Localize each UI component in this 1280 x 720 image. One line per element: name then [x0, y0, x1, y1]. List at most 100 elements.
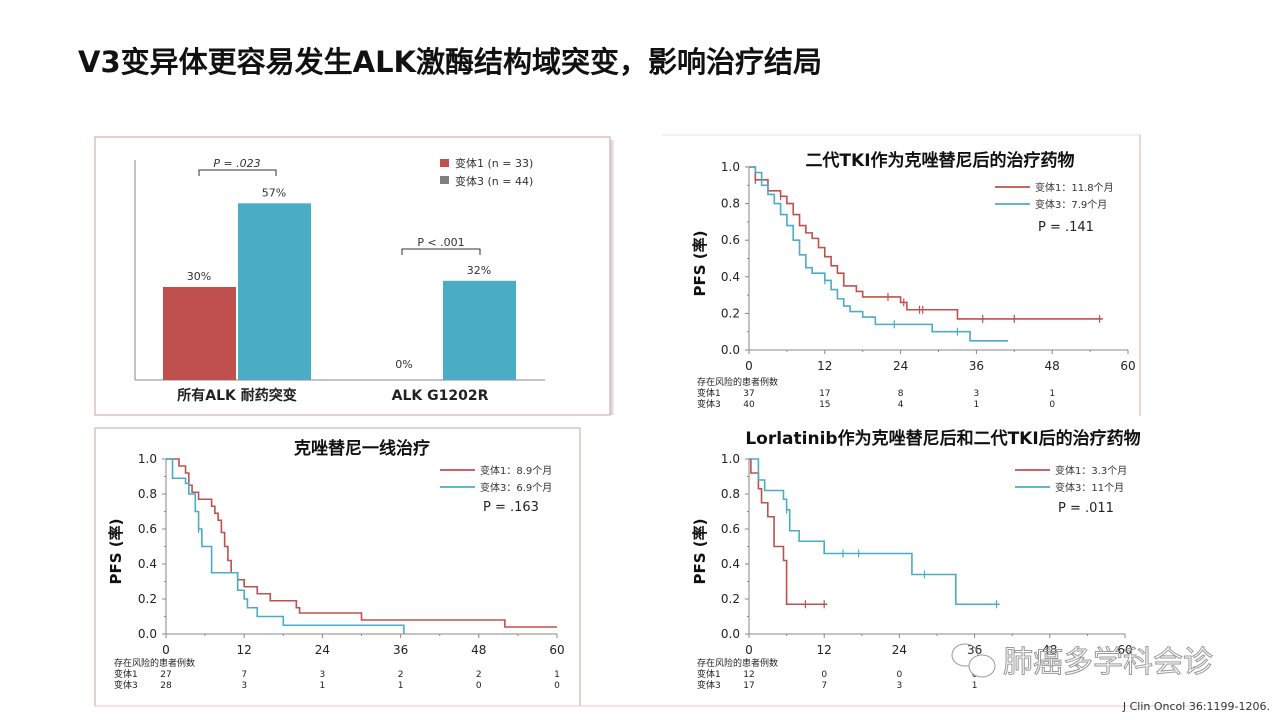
slide-title: V3变异体更容易发生ALK激酶结构域突变，影响治疗结局: [78, 45, 822, 79]
y-axis-label: PFS (率): [691, 231, 709, 297]
plot-title: Lorlatinib作为克唑替尼后和二代TKI后的治疗药物: [745, 428, 1140, 449]
y-axis-label: PFS (率): [691, 519, 709, 585]
p-value-1: P = .023: [213, 157, 260, 170]
y-tick-label: 0.8: [138, 487, 157, 501]
y-tick-label: 0.0: [138, 627, 157, 641]
risk-count: 7: [241, 670, 247, 680]
risk-count: 0: [476, 681, 482, 691]
risk-table-header: 存在风险的患者例数: [697, 657, 778, 669]
legend-label: 变体1：3.3个月: [1055, 464, 1127, 477]
risk-count: 17: [819, 389, 830, 399]
x-tick-label: 12: [817, 359, 832, 373]
risk-table-header: 存在风险的患者例数: [114, 657, 195, 669]
risk-table-header: 存在风险的患者例数: [697, 376, 778, 388]
bar-variant3: [238, 203, 311, 380]
y-tick-label: 0.4: [721, 557, 740, 571]
x-tick-label: 36: [969, 359, 984, 373]
y-tick-label: 0.4: [138, 557, 157, 571]
x-tick-label: 24: [892, 643, 907, 657]
risk-count: 4: [898, 400, 904, 410]
km-curve-variant1: [166, 458, 557, 628]
plot-title: 克唑替尼一线治疗: [294, 438, 430, 459]
risk-count: 1: [554, 670, 560, 680]
risk-count: 37: [743, 389, 754, 399]
watermark-text: 肺癌多学科会诊: [1003, 645, 1213, 680]
x-tick-label: 48: [471, 643, 486, 657]
category-label-2: ALK G1202R: [392, 388, 489, 404]
km-curve-variant3: [166, 458, 405, 634]
risk-row-label: 变体1: [697, 668, 721, 680]
legend-label: 变体3：6.9个月: [480, 481, 552, 494]
y-tick-label: 0.0: [721, 343, 740, 357]
risk-row-label: 变体1: [697, 387, 721, 399]
y-tick-label: 1.0: [138, 452, 157, 466]
x-tick-label: 36: [967, 643, 982, 657]
risk-count: 0: [1049, 400, 1055, 410]
risk-count: 2: [398, 670, 404, 680]
risk-count: 27: [160, 670, 171, 680]
risk-count: 1: [320, 681, 326, 691]
p-value: P = .141: [1038, 220, 1094, 235]
y-tick-label: 0.2: [138, 592, 157, 606]
bar-variant1: [163, 287, 236, 380]
risk-count: 3: [974, 389, 980, 399]
x-tick-label: 0: [745, 359, 753, 373]
legend-swatch-variant1: [440, 159, 449, 167]
risk-count: 0: [897, 670, 903, 680]
risk-count: 28: [160, 681, 172, 691]
risk-count: 7: [821, 681, 827, 691]
y-tick-label: 0.4: [721, 270, 740, 284]
bar-variant3: [443, 280, 516, 380]
x-tick-label: 12: [817, 643, 832, 657]
p-value: P = .011: [1058, 501, 1114, 516]
km-plot-second-line-tki: 二代TKI作为克唑替尼后的治疗药物 0.0 0.2 0.4 0.6 0.8 1.0 0 12 24…: [691, 150, 1136, 410]
km-curve-variant3: [749, 166, 1008, 342]
p-value: P = .163: [483, 500, 539, 515]
legend-label: 变体1：11.8个月: [1035, 181, 1114, 194]
y-tick-label: 0.8: [721, 487, 740, 501]
p-value-2: P < .001: [417, 236, 464, 249]
km-curve-variant1: [749, 166, 1103, 320]
bar-value-label: 57%: [262, 186, 286, 199]
risk-count: 0: [554, 681, 560, 691]
risk-row-label: 变体1: [114, 668, 138, 680]
risk-count: 1: [974, 400, 980, 410]
plot-title: 二代TKI作为克唑替尼后的治疗药物: [805, 150, 1074, 171]
wechat-icon: [951, 643, 996, 678]
x-tick-label: 0: [745, 643, 753, 657]
legend-swatch-variant3: [440, 176, 449, 184]
p-bracket-2: [401, 248, 481, 255]
y-tick-label: 0.2: [721, 592, 740, 606]
legend-variant1: 变体1 (n = 33): [455, 156, 533, 170]
y-tick-label: 0.6: [721, 522, 740, 536]
risk-count: 0: [821, 670, 827, 680]
risk-count: 3: [241, 681, 247, 691]
bar-chart: 变体1 (n = 33) 变体3 (n = 44) P = .023 P < .…: [134, 156, 545, 404]
x-tick-label: 60: [1120, 359, 1135, 373]
risk-count: 17: [743, 681, 754, 691]
x-tick-label: 48: [1042, 643, 1057, 657]
y-tick-label: 1.0: [721, 160, 740, 174]
risk-row-label: 变体3: [697, 398, 721, 410]
y-axis-label: PFS (率): [107, 519, 125, 585]
category-label-1: 所有ALK 耐药突变: [177, 387, 296, 404]
watermark: 肺癌多学科会诊: [951, 643, 1214, 681]
x-tick-label: 60: [1117, 643, 1132, 657]
y-tick-label: 0.6: [138, 522, 157, 536]
bar-value-label: 32%: [467, 264, 491, 277]
y-tick-label: 0.6: [721, 233, 740, 247]
legend-label: 变体1：8.9个月: [480, 464, 552, 477]
citation: J Clin Oncol 36:1199-1206.: [1122, 700, 1270, 713]
bar-value-label: 30%: [187, 270, 211, 283]
risk-row-label: 变体3: [114, 679, 138, 691]
x-tick-label: 24: [893, 359, 908, 373]
y-tick-label: 0.0: [721, 627, 740, 641]
risk-count: 15: [819, 400, 830, 410]
x-tick-label: 60: [549, 643, 564, 657]
km-curve-variant1: [749, 458, 828, 606]
risk-count: 12: [743, 670, 754, 680]
risk-count: 1: [972, 681, 978, 691]
legend-label: 变体3：7.9个月: [1035, 198, 1107, 211]
legend-label: 变体3：11个月: [1055, 481, 1124, 494]
